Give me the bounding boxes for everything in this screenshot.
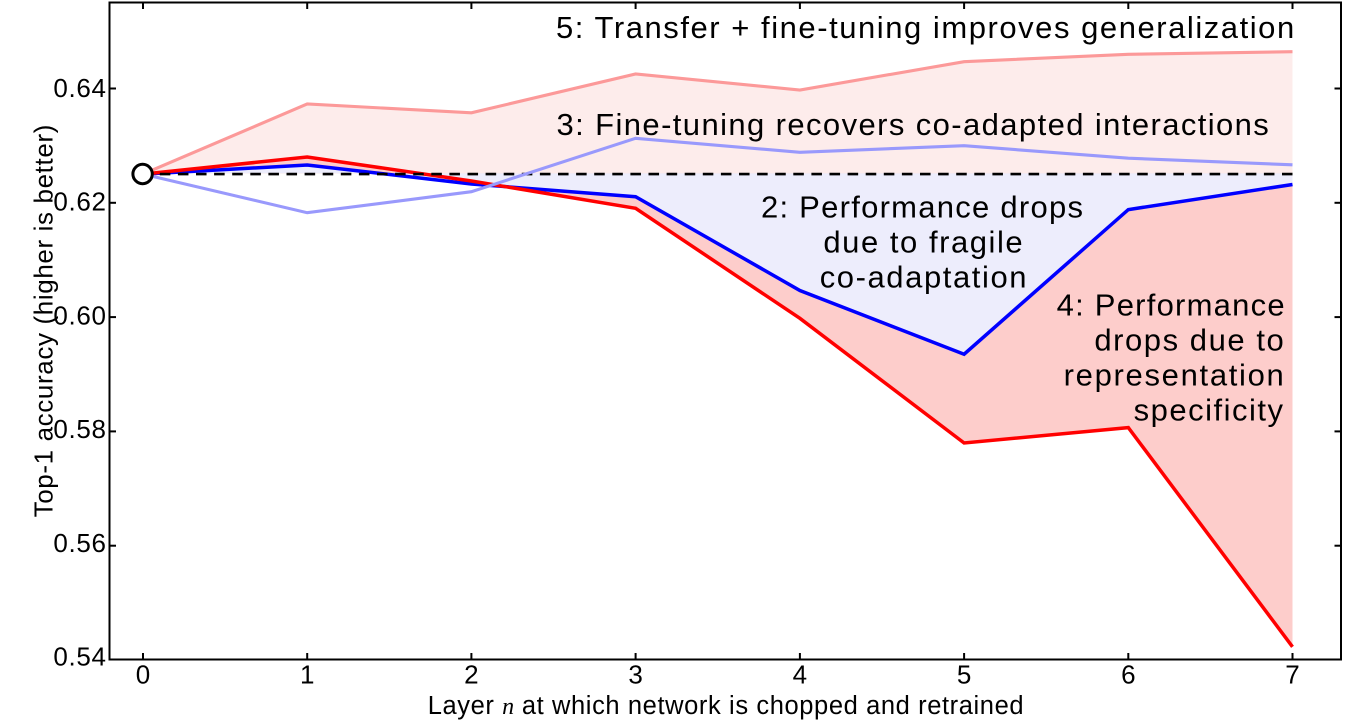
svg-text:5: Transfer + fine-tuning impr: 5: Transfer + fine-tuning improves gener… [556,10,1296,45]
svg-text:3: 3 [628,660,642,690]
svg-text:Layer n at which network is ch: Layer n at which network is chopped and … [428,692,1024,720]
svg-text:4: Performance: 4: Performance [1057,288,1286,323]
svg-text:0.62: 0.62 [53,187,106,217]
svg-text:0.58: 0.58 [53,414,106,444]
svg-text:due to fragile: due to fragile [823,225,1024,260]
svg-text:3: Fine-tuning recovers co-ada: 3: Fine-tuning recovers co-adapted inter… [557,107,1271,142]
svg-text:specificity: specificity [1134,393,1285,428]
svg-text:0: 0 [136,660,150,690]
svg-text:0.64: 0.64 [53,73,106,103]
svg-text:2: Performance drops: 2: Performance drops [761,190,1084,225]
svg-text:7: 7 [1285,660,1299,690]
svg-text:5: 5 [957,660,971,690]
svg-text:0.60: 0.60 [53,300,106,330]
svg-text:representation: representation [1064,358,1286,393]
svg-text:1: 1 [300,660,314,690]
svg-text:drops due to: drops due to [1094,323,1285,358]
svg-text:6: 6 [1121,660,1135,690]
svg-text:Top-1 accuracy (higher is bett: Top-1 accuracy (higher is better) [28,124,58,517]
svg-text:co-adaptation: co-adaptation [820,260,1028,295]
svg-text:2: 2 [464,660,478,690]
svg-text:0.56: 0.56 [53,528,106,558]
svg-text:4: 4 [793,660,807,690]
svg-text:0.54: 0.54 [53,642,106,672]
